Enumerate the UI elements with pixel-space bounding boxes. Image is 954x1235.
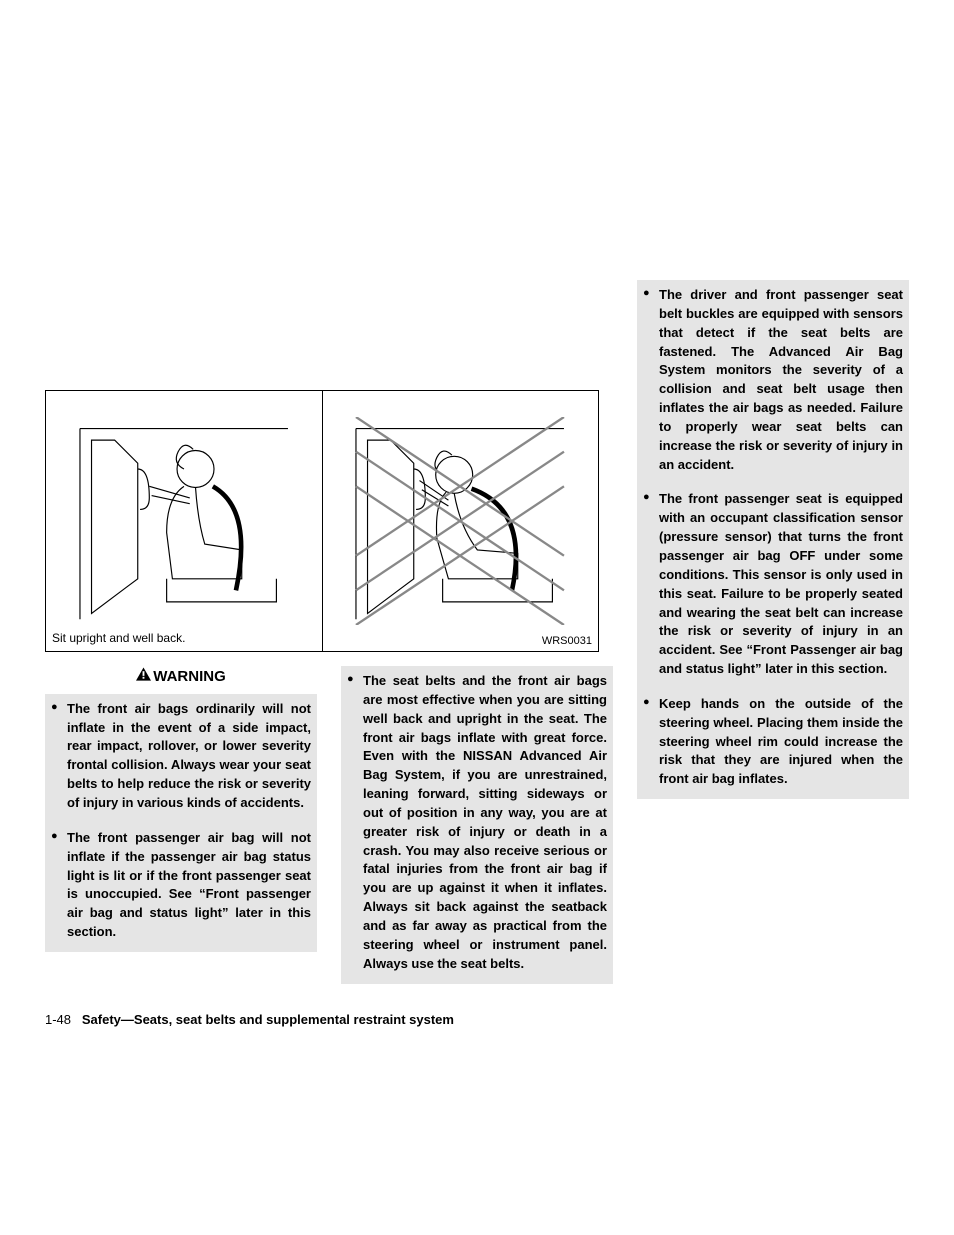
page-footer: 1-48 Safety—Seats, seat belts and supple… bbox=[45, 1012, 909, 1027]
page-number: 1-48 bbox=[45, 1012, 71, 1027]
column-1: WARNING The front air bags ordinarily wi… bbox=[45, 666, 317, 984]
warning-item: The front passenger seat is equipped wit… bbox=[637, 484, 909, 688]
figure-box: Sit upright and well back. bbox=[45, 390, 599, 652]
illustration-correct-posture bbox=[60, 417, 308, 625]
figure-panel-correct: Sit upright and well back. bbox=[46, 391, 323, 651]
text-columns: WARNING The front air bags ordinarily wi… bbox=[45, 666, 909, 984]
page-content: Sit upright and well back. bbox=[45, 390, 909, 1027]
figure-caption: Sit upright and well back. bbox=[52, 631, 185, 645]
warning-list-col3: The driver and front passenger seat belt… bbox=[637, 280, 909, 799]
warning-icon bbox=[136, 666, 151, 688]
warning-item: The front passenger air bag will not inf… bbox=[45, 823, 317, 952]
illustration-incorrect-posture bbox=[336, 417, 584, 625]
section-title: Safety—Seats, seat belts and supplementa… bbox=[82, 1012, 454, 1027]
warning-item: The front air bags ordinarily will not i… bbox=[45, 694, 317, 823]
column-3: The driver and front passenger seat belt… bbox=[637, 280, 909, 984]
warning-item: Keep hands on the outside of the steerin… bbox=[637, 689, 909, 799]
warning-list-col1: The front air bags ordinarily will not i… bbox=[45, 694, 317, 952]
warning-label: WARNING bbox=[153, 666, 226, 688]
warning-item: The seat belts and the front air bags ar… bbox=[341, 666, 613, 984]
warning-item: The driver and front passenger seat belt… bbox=[637, 280, 909, 484]
warning-list-col2: The seat belts and the front air bags ar… bbox=[341, 666, 613, 984]
figure-panel-incorrect: WRS0031 bbox=[323, 391, 599, 651]
column-2: The seat belts and the front air bags ar… bbox=[341, 666, 613, 984]
warning-header: WARNING bbox=[45, 666, 317, 688]
figure-code: WRS0031 bbox=[542, 635, 592, 647]
